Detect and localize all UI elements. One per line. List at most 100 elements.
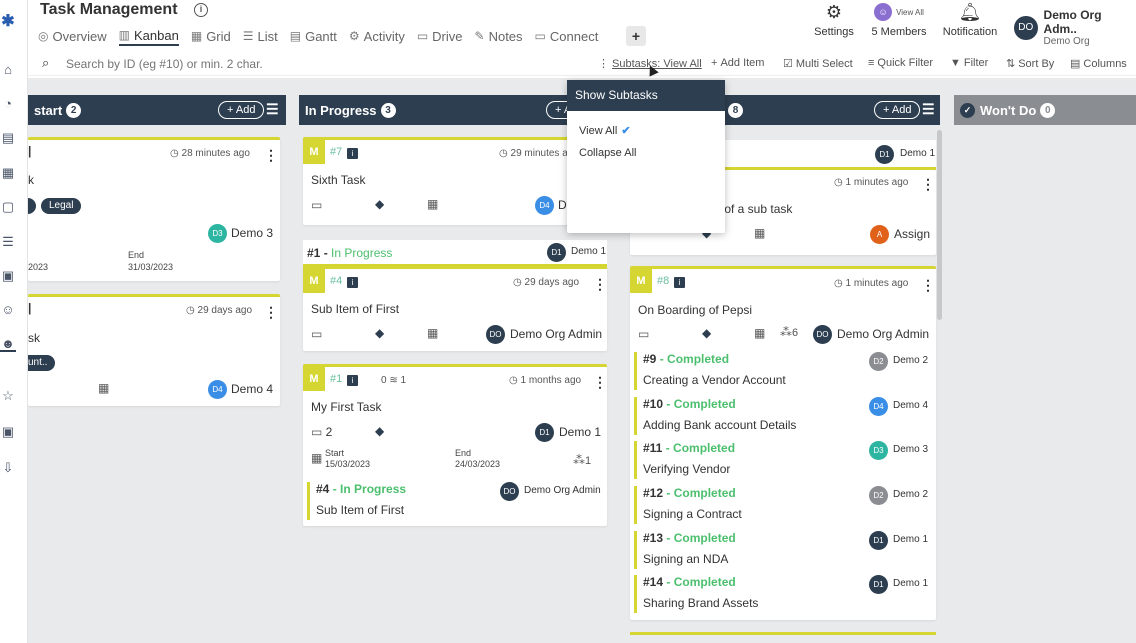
card-info-icon[interactable]: i (347, 148, 358, 159)
columns-button[interactable]: ▤ Columns (1070, 57, 1127, 71)
tag-icon[interactable]: ◆ (702, 326, 712, 340)
subtasks-view-button[interactable]: ⋮ Subtasks: View All (598, 57, 702, 71)
search-input[interactable] (66, 55, 486, 73)
star-icon[interactable]: ☆ (2, 388, 14, 403)
tab-activity[interactable]: ⚙ Activity (348, 28, 405, 44)
card-info-icon[interactable]: i (674, 277, 685, 288)
tab-connect[interactable]: ▭ Connect (534, 28, 599, 44)
tab-overview[interactable]: ◎ Overview (38, 28, 107, 44)
task-card[interactable]: | ◷ 29 days ago ⋮ sk unt.. ▦ D4 Demo 4 (28, 294, 280, 406)
subtask-item[interactable]: #9 - Completed Creating a Vendor Account… (634, 352, 930, 390)
card-id[interactable]: #1 (330, 373, 343, 385)
download-icon[interactable]: ⇩ (2, 460, 14, 475)
collapse-all-option[interactable]: Collapse All (579, 147, 637, 159)
calendar-icon[interactable]: ▦ (427, 326, 439, 340)
column-menu-icon[interactable]: ☰ (266, 101, 279, 117)
comment-icon[interactable]: ▭ (311, 327, 323, 341)
tab-gantt[interactable]: ▤ Gantt (289, 28, 337, 44)
multi-select-button[interactable]: ☑ Multi Select (783, 57, 853, 71)
cards-icon[interactable]: ▤ (1, 130, 15, 145)
task-card[interactable]: M #1 i 0 ≋ 1 ◷ 1 months ago ⋮ My First T… (303, 364, 607, 526)
comment-icon[interactable]: ▭ 2 (311, 425, 333, 439)
subtask-item[interactable]: #12 - Completed Signing a Contract D2 De… (634, 486, 930, 524)
calendar-icon[interactable]: ▦ (311, 451, 323, 465)
card-id[interactable]: #7 (330, 146, 343, 158)
calendar-icon[interactable]: ▦ (98, 381, 110, 395)
card-menu-icon[interactable]: ⋮ (593, 374, 607, 390)
members-view-all-link[interactable]: View All (896, 7, 924, 17)
list-icon: ☰ (242, 29, 254, 43)
card-info-icon[interactable]: i (347, 375, 358, 386)
card-menu-icon[interactable]: ⋮ (921, 176, 935, 192)
app-logo-icon[interactable]: ✱ (1, 13, 15, 30)
column-menu-icon[interactable]: ☰ (922, 101, 935, 117)
subtask-item[interactable]: #13 - Completed Signing an NDA D1 Demo 1 (634, 531, 930, 569)
home-icon[interactable]: ⌂ (4, 62, 12, 77)
calendar-icon[interactable]: ▦ (754, 326, 766, 340)
task-card[interactable]: M #7 i ◷ 29 minutes a Sixth Task ▭ ◆ ▦ D… (303, 137, 607, 225)
card-menu-icon[interactable]: ⋮ (921, 277, 935, 293)
clock-icon: ◷ (499, 148, 511, 159)
tab-grid[interactable]: ▦ Grid (190, 28, 231, 44)
gear-icon: ⚙ (825, 2, 843, 22)
hierarchy-icon[interactable]: ⁂1 (573, 453, 592, 467)
gallery-icon[interactable]: ▣ (1, 268, 15, 283)
calendar-icon[interactable]: ▦ (427, 197, 439, 211)
subtask-item[interactable]: #4 - In Progress Sub Item of First DO De… (307, 482, 603, 520)
card-tag-partial (28, 198, 36, 214)
tag-icon[interactable]: ◆ (702, 226, 712, 240)
hierarchy-icon[interactable]: ⁂6 (780, 325, 799, 339)
column-scrollbar[interactable] (937, 130, 942, 320)
sort-icon: ⇅ (1006, 58, 1016, 70)
comment-icon[interactable]: ▭ (638, 327, 650, 341)
task-card[interactable]: M #4 i ◷ 29 days ago ⋮ Sub Item of First… (303, 266, 607, 351)
tag-icon[interactable]: ◆ (375, 326, 385, 340)
search-icon: ⌕ (42, 55, 50, 70)
calendar-icon[interactable]: ▦ (754, 226, 766, 240)
add-view-button[interactable]: + (626, 26, 646, 46)
card-menu-icon[interactable]: ⋮ (264, 304, 278, 320)
dashboard-icon[interactable]: ◔ (4, 96, 12, 111)
subtask-item[interactable]: #11 - Completed Verifying Vendor D3 Demo… (634, 441, 930, 479)
filter-button[interactable]: ▼ Filter (950, 57, 989, 69)
user-menu[interactable]: DO Demo Org Adm.. Demo Org (1014, 8, 1136, 47)
add-item-button[interactable]: + Add Item (711, 57, 765, 69)
priority-badge: M (303, 269, 325, 293)
info-icon[interactable]: i (194, 3, 208, 17)
chat-icon[interactable]: ▢ (1, 199, 15, 214)
card-title: k (28, 173, 34, 187)
sort-by-button[interactable]: ⇅ Sort By (1006, 57, 1055, 71)
card-assignee: Demo 3 (231, 226, 274, 240)
tab-kanban[interactable]: ▥ Kanban (118, 26, 179, 46)
settings-button[interactable]: ⚙ Settings (812, 2, 856, 38)
card-id[interactable]: #4 (330, 275, 343, 287)
tab-drive[interactable]: ▭ Drive (416, 28, 463, 44)
card-id[interactable]: #8 (657, 275, 670, 287)
view-all-option[interactable]: View All ✔ (579, 125, 631, 137)
tag-icon[interactable]: ◆ (375, 424, 385, 438)
card-menu-icon[interactable]: ⋮ (264, 147, 278, 163)
tag-icon[interactable]: ◆ (375, 197, 385, 211)
task-card[interactable]: | ◷ 28 minutes ago ⋮ k Legal D3 Demo 3 2… (28, 137, 280, 281)
subtask-item[interactable]: #10 - Completed Adding Bank account Deta… (634, 397, 930, 435)
comment-icon[interactable]: ▭ (311, 198, 323, 212)
subtask-item[interactable]: #14 - Completed Sharing Brand Assets D1 … (634, 575, 930, 613)
contacts-icon[interactable]: ▣ (1, 424, 15, 439)
column-add-button[interactable]: + Add (218, 101, 265, 119)
notes-rail-icon[interactable]: ☰ (2, 234, 14, 249)
tab-list[interactable]: ☰ List (242, 28, 278, 44)
subtasks-icon: ⋮ (598, 58, 609, 70)
column-add-button[interactable]: + Add (874, 101, 921, 119)
notification-button[interactable]: 🔔︎ Notification (938, 2, 1002, 38)
tab-notes[interactable]: ✎ Notes (474, 28, 523, 44)
user-icon[interactable]: ☺ (1, 302, 15, 317)
quick-filter-button[interactable]: ≡ Quick Filter (868, 57, 934, 69)
card-time: ◷ 28 minutes ago (170, 148, 250, 159)
members-button[interactable]: ☺ View All 5 Members (866, 3, 932, 38)
card-info-icon[interactable]: i (347, 277, 358, 288)
task-card[interactable]: M #8 i ◷ 1 minutes ago ⋮ On Boarding of … (630, 266, 936, 620)
calendar-icon[interactable]: ▦ (1, 165, 15, 180)
card-menu-icon[interactable]: ⋮ (593, 276, 607, 292)
team-icon[interactable]: ☻ (0, 336, 16, 352)
parent-group-header[interactable]: #1 - In Progress D1 Demo 1 (303, 240, 607, 267)
